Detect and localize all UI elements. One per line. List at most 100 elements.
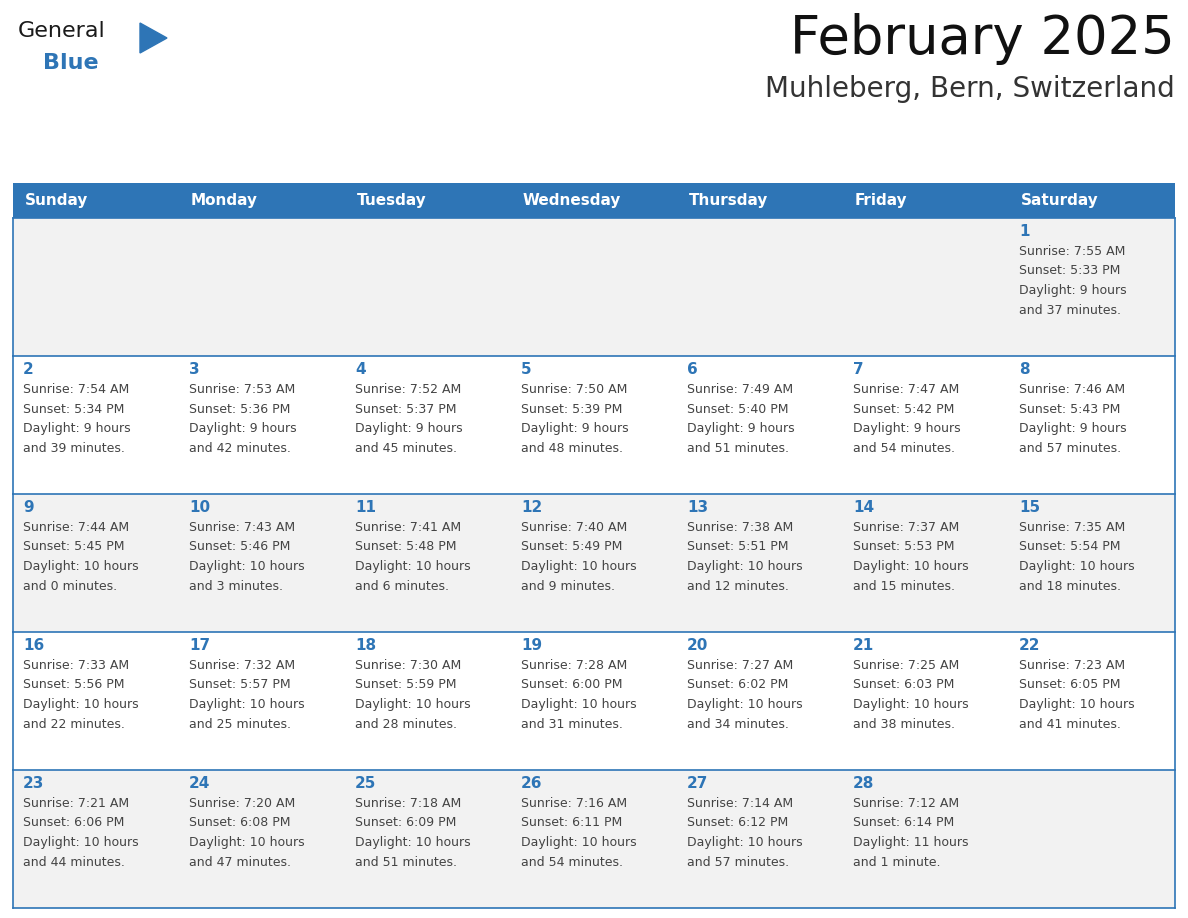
Text: Daylight: 9 hours: Daylight: 9 hours <box>189 422 297 435</box>
Text: Muhleberg, Bern, Switzerland: Muhleberg, Bern, Switzerland <box>765 75 1175 103</box>
Text: Monday: Monday <box>191 193 258 208</box>
Text: Sunrise: 7:21 AM: Sunrise: 7:21 AM <box>23 797 129 810</box>
Text: Daylight: 10 hours: Daylight: 10 hours <box>522 698 637 711</box>
Text: 13: 13 <box>687 500 708 515</box>
Text: Sunrise: 7:30 AM: Sunrise: 7:30 AM <box>355 659 461 672</box>
Text: Daylight: 10 hours: Daylight: 10 hours <box>355 560 470 573</box>
Polygon shape <box>140 23 168 53</box>
Text: Daylight: 10 hours: Daylight: 10 hours <box>687 836 803 849</box>
Text: Sunset: 5:53 PM: Sunset: 5:53 PM <box>853 541 954 554</box>
Text: Daylight: 10 hours: Daylight: 10 hours <box>853 698 968 711</box>
Text: Sunset: 5:42 PM: Sunset: 5:42 PM <box>853 402 954 416</box>
Text: and 38 minutes.: and 38 minutes. <box>853 718 955 731</box>
Text: Sunset: 5:34 PM: Sunset: 5:34 PM <box>23 402 125 416</box>
Text: Wednesday: Wednesday <box>523 193 621 208</box>
Text: 3: 3 <box>189 362 200 377</box>
Text: Sunrise: 7:23 AM: Sunrise: 7:23 AM <box>1019 659 1125 672</box>
Text: Sunrise: 7:32 AM: Sunrise: 7:32 AM <box>189 659 295 672</box>
Text: Daylight: 9 hours: Daylight: 9 hours <box>355 422 462 435</box>
Text: Sunset: 5:33 PM: Sunset: 5:33 PM <box>1019 264 1120 277</box>
Text: 24: 24 <box>189 776 210 791</box>
Text: Daylight: 10 hours: Daylight: 10 hours <box>355 836 470 849</box>
Text: Sunset: 5:59 PM: Sunset: 5:59 PM <box>355 678 456 691</box>
Text: 1: 1 <box>1019 224 1030 239</box>
Text: Daylight: 10 hours: Daylight: 10 hours <box>522 560 637 573</box>
Text: Sunrise: 7:53 AM: Sunrise: 7:53 AM <box>189 383 296 396</box>
Text: and 57 minutes.: and 57 minutes. <box>687 856 789 868</box>
Text: 16: 16 <box>23 638 44 653</box>
Text: and 39 minutes.: and 39 minutes. <box>23 442 125 454</box>
Text: Daylight: 11 hours: Daylight: 11 hours <box>853 836 968 849</box>
Text: 2: 2 <box>23 362 33 377</box>
Text: Sunset: 5:37 PM: Sunset: 5:37 PM <box>355 402 456 416</box>
Text: and 54 minutes.: and 54 minutes. <box>853 442 955 454</box>
Text: and 45 minutes.: and 45 minutes. <box>355 442 457 454</box>
Text: Tuesday: Tuesday <box>358 193 426 208</box>
Text: Sunset: 5:51 PM: Sunset: 5:51 PM <box>687 541 789 554</box>
Text: Sunrise: 7:52 AM: Sunrise: 7:52 AM <box>355 383 461 396</box>
Text: Sunset: 6:11 PM: Sunset: 6:11 PM <box>522 816 623 830</box>
Text: Daylight: 10 hours: Daylight: 10 hours <box>1019 560 1135 573</box>
Text: Daylight: 9 hours: Daylight: 9 hours <box>853 422 961 435</box>
Text: 7: 7 <box>853 362 864 377</box>
Text: Sunrise: 7:44 AM: Sunrise: 7:44 AM <box>23 521 129 534</box>
Text: Sunset: 5:43 PM: Sunset: 5:43 PM <box>1019 402 1120 416</box>
Text: 21: 21 <box>853 638 874 653</box>
Bar <box>13 494 1175 632</box>
Text: Sunrise: 7:20 AM: Sunrise: 7:20 AM <box>189 797 296 810</box>
Text: 8: 8 <box>1019 362 1030 377</box>
Text: Sunday: Sunday <box>25 193 88 208</box>
Text: Sunset: 6:05 PM: Sunset: 6:05 PM <box>1019 678 1120 691</box>
Text: Sunset: 5:56 PM: Sunset: 5:56 PM <box>23 678 125 691</box>
Text: Daylight: 10 hours: Daylight: 10 hours <box>687 698 803 711</box>
Text: Daylight: 10 hours: Daylight: 10 hours <box>853 560 968 573</box>
Text: Sunset: 6:06 PM: Sunset: 6:06 PM <box>23 816 125 830</box>
Text: Sunrise: 7:49 AM: Sunrise: 7:49 AM <box>687 383 794 396</box>
Text: Sunset: 6:03 PM: Sunset: 6:03 PM <box>853 678 954 691</box>
Text: 28: 28 <box>853 776 874 791</box>
Text: 22: 22 <box>1019 638 1041 653</box>
Text: and 12 minutes.: and 12 minutes. <box>687 579 789 592</box>
Text: Sunset: 5:36 PM: Sunset: 5:36 PM <box>189 402 290 416</box>
Text: and 9 minutes.: and 9 minutes. <box>522 579 615 592</box>
Bar <box>13 183 1175 218</box>
Text: Daylight: 10 hours: Daylight: 10 hours <box>687 560 803 573</box>
Text: Sunrise: 7:35 AM: Sunrise: 7:35 AM <box>1019 521 1125 534</box>
Text: Sunset: 5:57 PM: Sunset: 5:57 PM <box>189 678 291 691</box>
Text: Daylight: 10 hours: Daylight: 10 hours <box>355 698 470 711</box>
Text: 6: 6 <box>687 362 697 377</box>
Text: Sunrise: 7:27 AM: Sunrise: 7:27 AM <box>687 659 794 672</box>
Text: Daylight: 10 hours: Daylight: 10 hours <box>1019 698 1135 711</box>
Text: Sunrise: 7:50 AM: Sunrise: 7:50 AM <box>522 383 627 396</box>
Text: Sunrise: 7:14 AM: Sunrise: 7:14 AM <box>687 797 794 810</box>
Text: Sunrise: 7:28 AM: Sunrise: 7:28 AM <box>522 659 627 672</box>
Bar <box>13 218 1175 356</box>
Text: and 22 minutes.: and 22 minutes. <box>23 718 125 731</box>
Text: Sunset: 5:45 PM: Sunset: 5:45 PM <box>23 541 125 554</box>
Text: Daylight: 10 hours: Daylight: 10 hours <box>23 836 139 849</box>
Text: Sunset: 6:02 PM: Sunset: 6:02 PM <box>687 678 789 691</box>
Text: and 51 minutes.: and 51 minutes. <box>687 442 789 454</box>
Text: Sunrise: 7:41 AM: Sunrise: 7:41 AM <box>355 521 461 534</box>
Text: Sunset: 5:46 PM: Sunset: 5:46 PM <box>189 541 290 554</box>
Text: Friday: Friday <box>855 193 908 208</box>
Text: Sunrise: 7:25 AM: Sunrise: 7:25 AM <box>853 659 959 672</box>
Text: Sunset: 5:54 PM: Sunset: 5:54 PM <box>1019 541 1120 554</box>
Text: Sunset: 5:39 PM: Sunset: 5:39 PM <box>522 402 623 416</box>
Bar <box>13 632 1175 770</box>
Text: Daylight: 9 hours: Daylight: 9 hours <box>522 422 628 435</box>
Text: Daylight: 9 hours: Daylight: 9 hours <box>1019 284 1126 297</box>
Text: 27: 27 <box>687 776 708 791</box>
Text: Sunset: 5:49 PM: Sunset: 5:49 PM <box>522 541 623 554</box>
Text: 23: 23 <box>23 776 44 791</box>
Text: and 48 minutes.: and 48 minutes. <box>522 442 623 454</box>
Text: Sunrise: 7:37 AM: Sunrise: 7:37 AM <box>853 521 959 534</box>
Bar <box>13 356 1175 494</box>
Text: 25: 25 <box>355 776 377 791</box>
Text: and 18 minutes.: and 18 minutes. <box>1019 579 1121 592</box>
Text: Sunset: 6:12 PM: Sunset: 6:12 PM <box>687 816 789 830</box>
Text: Sunrise: 7:18 AM: Sunrise: 7:18 AM <box>355 797 461 810</box>
Text: 9: 9 <box>23 500 33 515</box>
Text: and 47 minutes.: and 47 minutes. <box>189 856 291 868</box>
Text: Sunrise: 7:54 AM: Sunrise: 7:54 AM <box>23 383 129 396</box>
